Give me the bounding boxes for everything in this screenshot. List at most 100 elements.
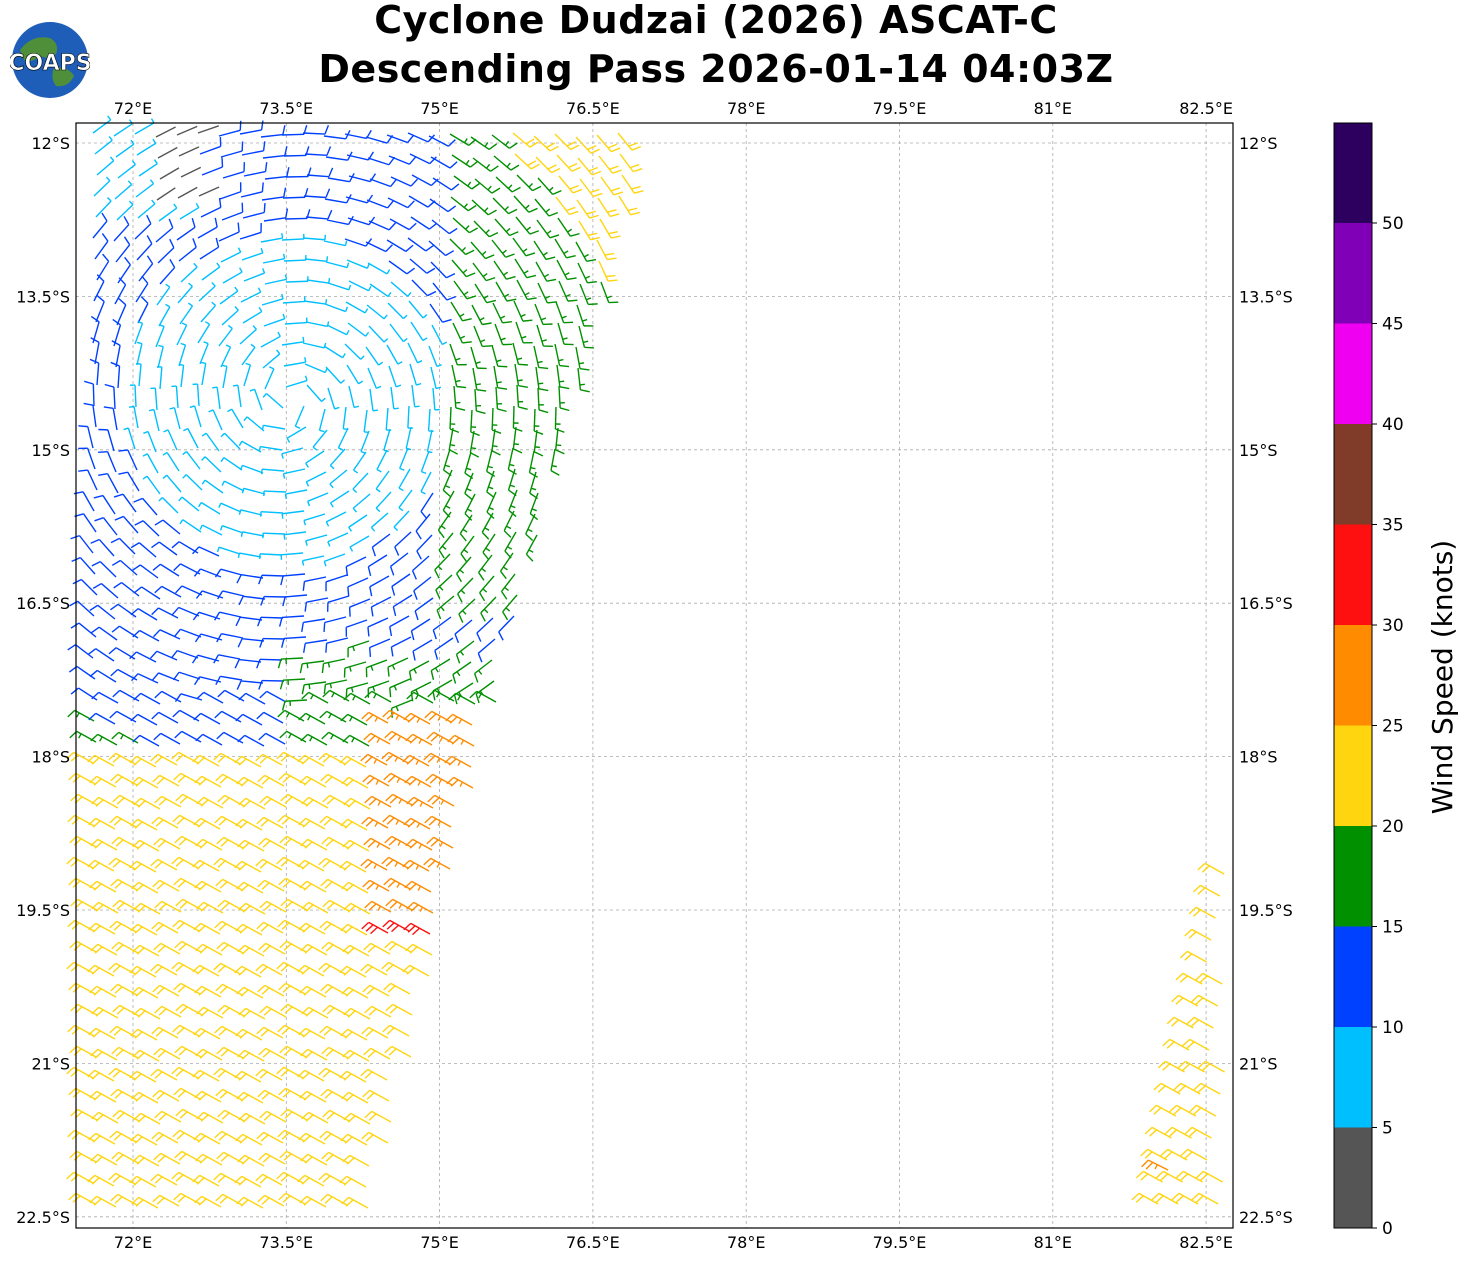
- wind-barb: [218, 502, 242, 513]
- wind-barb: [339, 755, 367, 768]
- wind-barb: [257, 879, 285, 892]
- wind-barb: [558, 385, 570, 412]
- lon-label-top: 76.5°E: [566, 99, 620, 118]
- wind-barb: [236, 680, 264, 690]
- wind-barb: [112, 899, 140, 912]
- wind-barb: [238, 440, 262, 453]
- wind-barb: [133, 902, 161, 915]
- wind-barb: [131, 881, 159, 894]
- wind-barb: [278, 877, 306, 890]
- wind-barb: [370, 596, 392, 617]
- wind-barb: [197, 125, 220, 134]
- wind-barb: [258, 679, 285, 690]
- wind-barb: [512, 342, 528, 366]
- wind-barb: [110, 1088, 138, 1101]
- wind-barb: [108, 1172, 136, 1185]
- wind-barb: [216, 1151, 244, 1164]
- wind-barb: [556, 364, 570, 390]
- wind-barb: [130, 713, 158, 726]
- lat-label-right: 18°S: [1239, 748, 1278, 767]
- wind-barb: [133, 586, 161, 600]
- wind-barb: [112, 1004, 140, 1017]
- wind-barb: [492, 197, 518, 215]
- wind-barb: [285, 375, 308, 388]
- wind-barb: [1169, 1104, 1197, 1117]
- colorbar-segment: [1334, 1027, 1372, 1128]
- wind-barb: [151, 921, 179, 934]
- wind-barb: [282, 468, 306, 479]
- tick-labels: 72°E 72°E 73.5°E 73.5°E 75°E 75°E 76.5°E 76.5°E…: [16, 99, 1293, 1252]
- lat-label-left: 19.5°S: [16, 901, 70, 920]
- wind-barb: [280, 573, 306, 586]
- wind-barb: [239, 222, 262, 240]
- wind-barb: [405, 426, 412, 451]
- wind-barb: [195, 1153, 223, 1166]
- wind-barb: [319, 920, 347, 933]
- wind-barb: [196, 1006, 224, 1019]
- wind-barb: [172, 814, 200, 827]
- wind-barb: [345, 682, 369, 699]
- wind-barb: [90, 1153, 118, 1166]
- wind-barb: [390, 636, 412, 657]
- wind-barb: [90, 838, 118, 851]
- wind-barb: [78, 425, 94, 449]
- wind-barb: [469, 430, 480, 458]
- wind-barb: [112, 1109, 140, 1122]
- wind-barb: [363, 942, 391, 955]
- wind-barb: [554, 406, 565, 433]
- wind-barb: [134, 118, 155, 135]
- wind-barb: [426, 429, 433, 454]
- wind-barb: [326, 595, 350, 612]
- wind-barb: [385, 793, 413, 806]
- wind-barb: [432, 679, 453, 701]
- wind-barb: [343, 1007, 371, 1020]
- wind-barb: [322, 1004, 350, 1017]
- wind-barb: [404, 880, 432, 893]
- colorbar-segment: [1334, 424, 1372, 525]
- lon-label-top: 82.5°E: [1179, 99, 1233, 118]
- wind-barb: [151, 541, 178, 556]
- wind-barb: [196, 796, 224, 809]
- wind-barb: [179, 202, 200, 220]
- wind-barb: [87, 1069, 115, 1082]
- wind-barb: [173, 772, 201, 785]
- wind-barb: [516, 279, 537, 301]
- wind-barb: [172, 709, 200, 722]
- wind-barb: [450, 301, 472, 322]
- wind-barb: [235, 1028, 263, 1041]
- wind-barb: [277, 657, 304, 669]
- wind-barb: [281, 233, 305, 241]
- wind-barb: [237, 637, 265, 648]
- wind-barb: [327, 282, 352, 291]
- wind-barb: [387, 302, 408, 320]
- wind-barb: [577, 262, 597, 284]
- wind-barb: [197, 217, 218, 239]
- wind-barb: [263, 490, 287, 497]
- wind-barb: [217, 794, 245, 807]
- wind-barb: [476, 617, 494, 642]
- wind-barb: [217, 590, 245, 600]
- wind-barb: [173, 563, 201, 575]
- wind-barb: [304, 256, 329, 263]
- wind-barb: [408, 660, 430, 681]
- wind-barb: [189, 405, 202, 428]
- wind-barb: [279, 1045, 307, 1058]
- wind-barb: [236, 1196, 264, 1209]
- wind-barb: [325, 637, 349, 653]
- wind-barb: [152, 563, 180, 577]
- wind-barb: [301, 796, 329, 809]
- wind-barb: [129, 1175, 157, 1188]
- wind-barb: [454, 619, 473, 644]
- wind-barb: [110, 1193, 138, 1206]
- wind-barb: [495, 386, 507, 413]
- wind-barb: [575, 241, 597, 262]
- wind-barb: [173, 1087, 201, 1100]
- wind-barb: [557, 217, 580, 237]
- coaps-logo: COAPS: [10, 22, 90, 98]
- wind-barb: [92, 212, 108, 239]
- wind-barb: [156, 365, 163, 390]
- wind-barb: [150, 1173, 178, 1186]
- wind-barb: [90, 337, 100, 365]
- wind-barb: [153, 837, 181, 850]
- wind-barb: [113, 216, 130, 242]
